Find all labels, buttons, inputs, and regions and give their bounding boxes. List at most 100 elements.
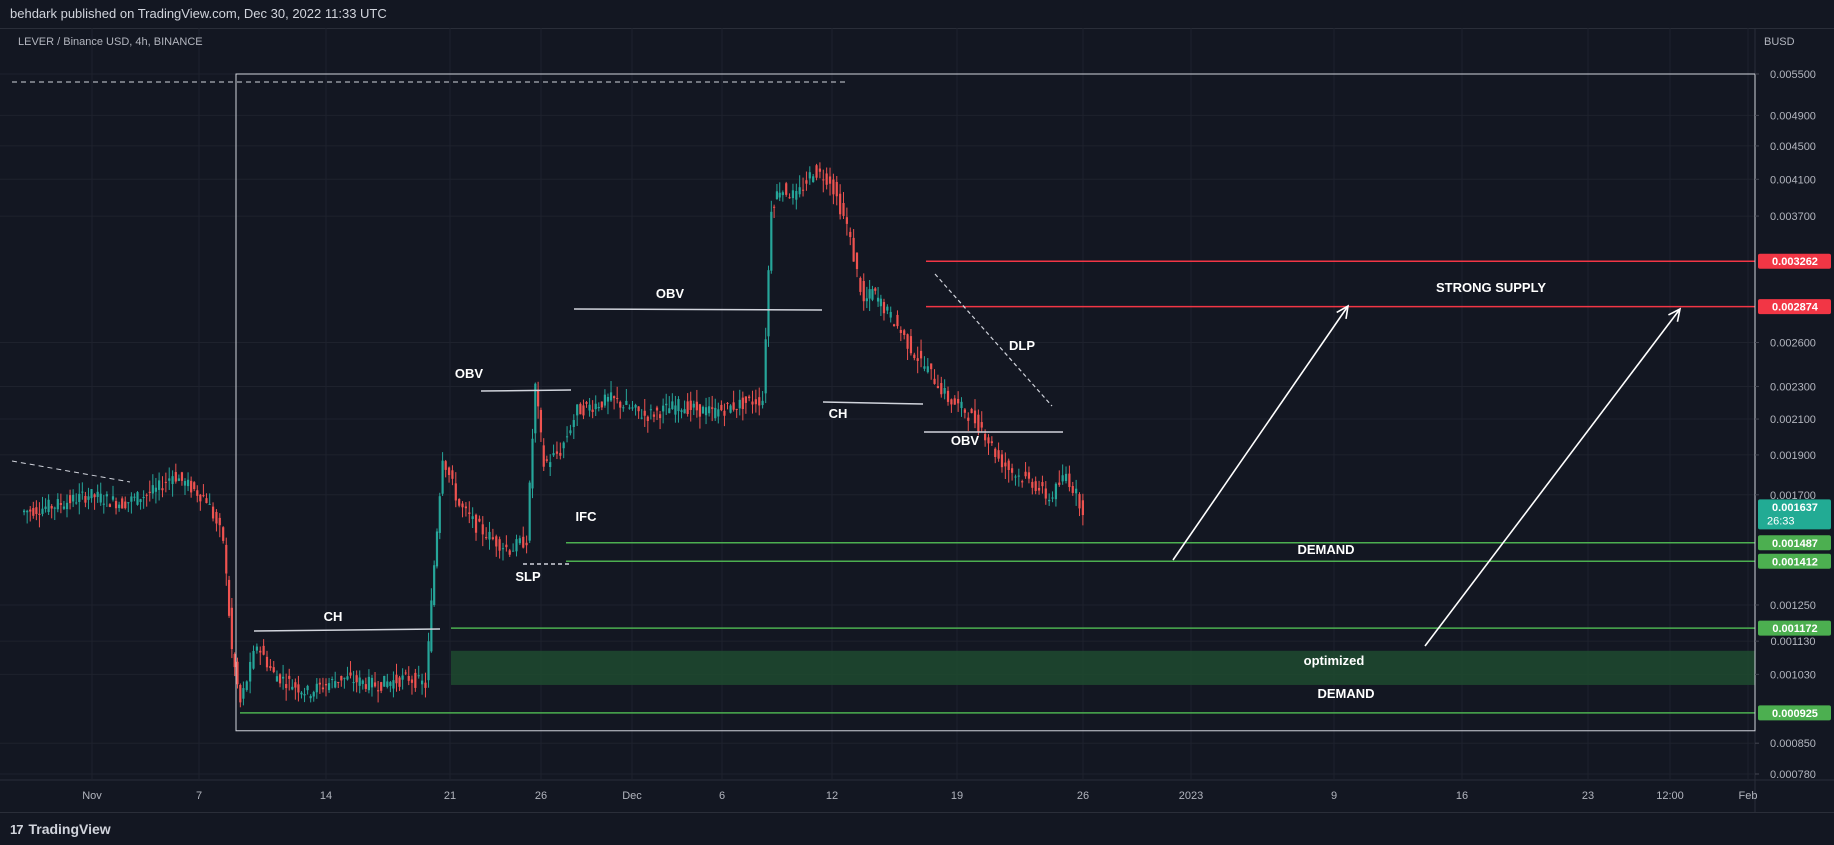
candle-body xyxy=(603,394,607,406)
price-tick-label: 0.002300 xyxy=(1770,381,1816,393)
candle-body xyxy=(59,503,62,505)
up-arrow-2 xyxy=(1424,307,1682,647)
candle-body xyxy=(761,400,764,406)
candle-body xyxy=(215,511,218,524)
candle-body xyxy=(874,288,877,291)
price-axis[interactable]: 0.005500 0.004900 0.004500 0.004100 0.003700… xyxy=(1755,69,1831,781)
candle-body xyxy=(677,399,680,412)
candle-body xyxy=(148,491,151,493)
price-badge-value: 0.003262 xyxy=(1772,256,1818,268)
candle-body xyxy=(427,641,430,681)
candle-body xyxy=(646,416,649,422)
candle-body xyxy=(294,682,297,688)
dashed-trend-line xyxy=(11,460,131,483)
candle-body xyxy=(255,646,258,651)
candle-body xyxy=(1081,500,1084,516)
candle-body xyxy=(278,674,282,684)
time-tick-label: 26 xyxy=(1077,790,1089,802)
candle-body xyxy=(121,498,124,509)
candle-body xyxy=(50,506,53,509)
annotation-label: OBV xyxy=(656,286,685,301)
price-tick-label: 0.004100 xyxy=(1770,174,1816,186)
candle-body xyxy=(481,524,484,535)
candle-body xyxy=(889,311,892,318)
candle-body xyxy=(303,694,306,696)
range-rectangle xyxy=(235,73,1756,732)
candle-body xyxy=(133,496,136,498)
candle-body xyxy=(781,192,784,196)
candle-body xyxy=(343,677,346,679)
candle-body xyxy=(812,176,815,183)
time-axis[interactable]: Nov 7 14 21 26 Dec 6 12 19 26 2023 9 16 23 12:00 Feb xyxy=(82,790,1757,802)
candle-body xyxy=(202,495,205,497)
tradingview-logo[interactable]: 17 TradingView xyxy=(10,820,111,838)
candle-body xyxy=(879,298,882,307)
time-tick-label: 23 xyxy=(1582,790,1594,802)
candle-body xyxy=(183,481,187,486)
price-badge-value: 0.001487 xyxy=(1772,538,1818,550)
candle-body xyxy=(525,542,528,546)
candle-body xyxy=(892,324,896,327)
candle-body xyxy=(225,544,228,574)
time-tick-label: Nov xyxy=(82,790,102,802)
candle-body xyxy=(114,501,118,509)
candle-body xyxy=(230,607,233,650)
candle-body xyxy=(193,482,196,490)
candle-body xyxy=(90,489,93,499)
candle-body xyxy=(665,403,668,406)
tradingview-logo-icon: 17 xyxy=(10,821,24,837)
candle-body xyxy=(741,397,744,409)
candle-body xyxy=(720,404,723,411)
price-badge-bg xyxy=(1758,705,1831,721)
candle-body xyxy=(531,438,534,489)
candle-body xyxy=(1048,499,1051,502)
candle-body xyxy=(758,397,761,406)
candle-body xyxy=(158,480,161,490)
candle-body xyxy=(340,675,343,681)
candle-body xyxy=(606,396,610,402)
candle-body xyxy=(108,504,112,507)
candle-body xyxy=(38,513,41,515)
candle-body xyxy=(842,202,845,216)
candles-layer xyxy=(23,162,1084,708)
candle-body xyxy=(572,420,575,428)
candle-body xyxy=(130,496,133,502)
candle-body xyxy=(488,531,491,540)
candle-body xyxy=(272,667,275,673)
candle-body xyxy=(652,414,656,417)
candle-body xyxy=(680,410,683,412)
candle-body xyxy=(748,396,751,399)
up-arrow-2-shaft xyxy=(1424,308,1681,647)
annotation-label: IFC xyxy=(576,509,598,524)
candle-body xyxy=(1000,454,1004,468)
candle-body xyxy=(903,330,906,336)
candle-body xyxy=(370,677,374,688)
candle-body xyxy=(919,350,923,359)
candle-body xyxy=(321,687,325,690)
price-badge-value: 0.001637 xyxy=(1772,502,1818,514)
up-arrow-1-head xyxy=(1336,304,1350,319)
candle-body xyxy=(309,696,312,699)
obv-line-2 xyxy=(573,308,823,311)
candle-body xyxy=(438,496,441,533)
candle-body xyxy=(785,183,788,195)
time-tick-label: 21 xyxy=(444,790,456,802)
candle-body xyxy=(84,495,87,503)
candle-body xyxy=(233,654,236,668)
up-arrow-2-head xyxy=(1668,307,1682,322)
candle-body xyxy=(373,682,377,687)
candle-body xyxy=(767,270,770,337)
ch-line-2 xyxy=(822,401,924,405)
candle-body xyxy=(306,685,309,691)
candle-body xyxy=(649,409,652,411)
candle-body xyxy=(87,496,90,500)
candle-body xyxy=(773,206,776,208)
candle-body xyxy=(265,656,269,668)
price-chart[interactable]: CH OBV OBV SLP IFC CH OBV DLP STRONG SUPPLY DEMAN… xyxy=(0,28,1834,812)
price-tick-label: 0.001900 xyxy=(1770,450,1816,462)
candle-body xyxy=(967,417,970,421)
candle-body xyxy=(291,686,294,690)
candle-body xyxy=(695,401,698,411)
ch-line-1 xyxy=(253,628,441,632)
